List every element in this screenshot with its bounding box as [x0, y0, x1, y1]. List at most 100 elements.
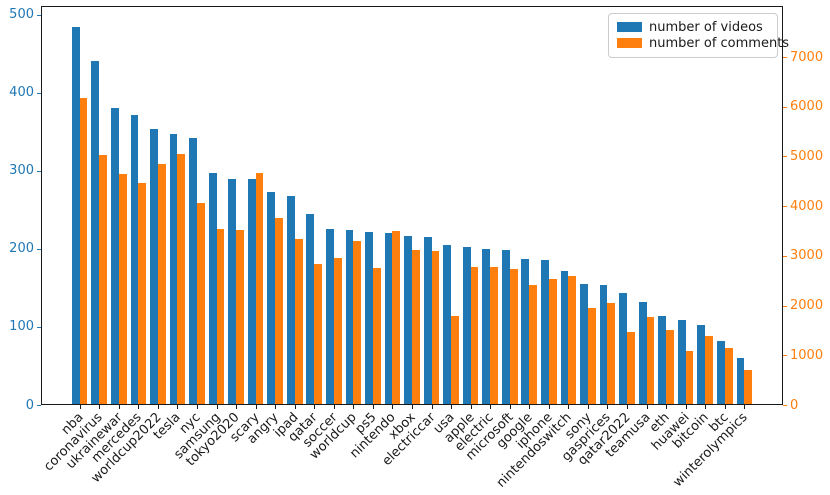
right-y-tick-4000: [783, 206, 787, 208]
legend-item-comments: number of comments: [617, 35, 789, 51]
bar-comments-sony: [587, 307, 596, 405]
bar-videos-nyc: [189, 137, 197, 405]
bar-videos-google: [521, 259, 530, 405]
bar-comments-gasprices: [607, 302, 616, 405]
bar-videos-eth: [658, 316, 667, 405]
right-y-tick-3000: [783, 255, 787, 257]
left-y-tick-400: [37, 92, 41, 94]
x-tick-bitcoin: [705, 405, 707, 409]
bar-comments-worldcup2022: [157, 163, 166, 405]
x-tick-mercedes: [138, 405, 140, 409]
bar-videos-usa: [443, 244, 452, 405]
bar-comments-microsoft: [509, 268, 518, 405]
bar-comments-winterolympics: [744, 370, 753, 405]
bar-videos-microsoft: [501, 249, 510, 405]
bar-comments-huawei: [685, 350, 694, 405]
bar-videos-bitcoin: [697, 324, 706, 405]
bar-comments-iphone: [548, 278, 557, 405]
left-y-tick-0: [37, 405, 41, 406]
x-tick-nintendo: [392, 405, 394, 409]
bar-videos-nba: [71, 27, 80, 405]
x-tick-scary: [255, 405, 257, 409]
bar-comments-bitcoin: [705, 336, 713, 405]
x-tick-teamusa: [646, 405, 648, 409]
x-tick-nba: [79, 405, 81, 409]
bar-comments-google: [529, 285, 538, 405]
x-tick-microsoft: [509, 405, 511, 409]
x-tick-ukrainewar: [118, 405, 120, 409]
x-tick-worldcup2022: [157, 405, 159, 409]
bar-videos-qatar2022: [619, 292, 627, 405]
x-tick-ipad: [294, 405, 296, 409]
x-tick-electriccar: [431, 405, 433, 409]
legend-label-comments: number of comments: [649, 35, 790, 51]
x-tick-tesla: [177, 405, 179, 409]
x-tick-ps5: [372, 405, 374, 409]
x-tick-tokyo2020: [236, 405, 238, 409]
bar-videos-teamusa: [638, 301, 647, 405]
bar-videos-coronavirus: [91, 61, 100, 405]
bar-videos-btc: [716, 340, 725, 405]
left-y-tick-300: [37, 170, 41, 172]
x-tick-nintendoswitch: [568, 405, 570, 409]
right-y-tick-1000: [783, 355, 787, 357]
bar-videos-apple: [462, 246, 471, 405]
x-tick-gasprices: [607, 405, 609, 409]
bar-comments-soccer: [333, 258, 342, 405]
x-tick-angry: [275, 405, 277, 409]
right-y-tick-label-1000: 1000: [790, 347, 824, 363]
bar-comments-mercedes: [138, 183, 147, 405]
x-tick-huawei: [685, 405, 687, 409]
x-tick-eth: [666, 405, 668, 409]
right-y-tick-label-5000: 5000: [790, 148, 824, 164]
left-y-tick-label-0: 0: [25, 397, 34, 413]
right-y-tick-label-3000: 3000: [790, 248, 824, 264]
x-tick-qatar2022: [627, 405, 629, 409]
bar-videos-electriccar: [423, 237, 432, 405]
x-tick-coronavirus: [99, 405, 101, 409]
bar-videos-mercedes: [130, 115, 139, 405]
bar-comments-xbox: [412, 250, 420, 405]
legend-label-videos: number of videos: [649, 19, 763, 35]
x-tick-soccer: [333, 405, 335, 409]
right-y-tick-label-7000: 7000: [790, 49, 824, 65]
right-y-tick-7000: [783, 57, 787, 58]
bar-comments-angry: [275, 217, 283, 405]
bar-comments-btc: [724, 347, 733, 405]
left-y-tick-label-500: 500: [9, 7, 34, 23]
left-y-tick-label-200: 200: [9, 241, 34, 257]
bar-videos-scary: [247, 179, 256, 405]
bar-videos-samsung: [208, 173, 217, 405]
bar-videos-nintendoswitch: [560, 270, 569, 405]
bar-comments-tesla: [177, 153, 186, 405]
bar-comments-nintendoswitch: [568, 275, 577, 405]
x-tick-apple: [470, 405, 472, 409]
bar-comments-tokyo2020: [236, 230, 244, 405]
bar-comments-apple: [470, 266, 479, 405]
x-tick-samsung: [216, 405, 218, 409]
bar-videos-ukrainewar: [110, 108, 119, 405]
bar-videos-electric: [482, 248, 491, 405]
right-y-tick-6000: [783, 106, 787, 108]
right-y-tick-label-0: 0: [790, 397, 799, 413]
bar-comments-qatar2022: [627, 331, 635, 405]
bar-comments-electric: [490, 266, 498, 405]
x-tick-winterolympics: [744, 405, 746, 409]
bar-videos-tesla: [169, 134, 178, 405]
x-tick-electric: [490, 405, 492, 409]
x-tick-xbox: [412, 405, 413, 409]
x-tick-worldcup: [353, 405, 355, 409]
legend-item-videos: number of videos: [617, 19, 769, 35]
right-y-tick-0: [783, 405, 787, 406]
bar-videos-ps5: [365, 231, 373, 405]
bar-videos-worldcup2022: [150, 128, 158, 405]
bar-comments-coronavirus: [99, 155, 108, 405]
left-y-tick-200: [37, 248, 41, 250]
x-tick-btc: [724, 405, 726, 409]
legend-swatch-comments-icon: [617, 38, 642, 48]
bar-comments-scary: [255, 173, 264, 405]
left-y-tick-100: [37, 326, 41, 328]
bar-videos-huawei: [677, 319, 686, 405]
left-y-tick-label-400: 400: [9, 85, 34, 101]
